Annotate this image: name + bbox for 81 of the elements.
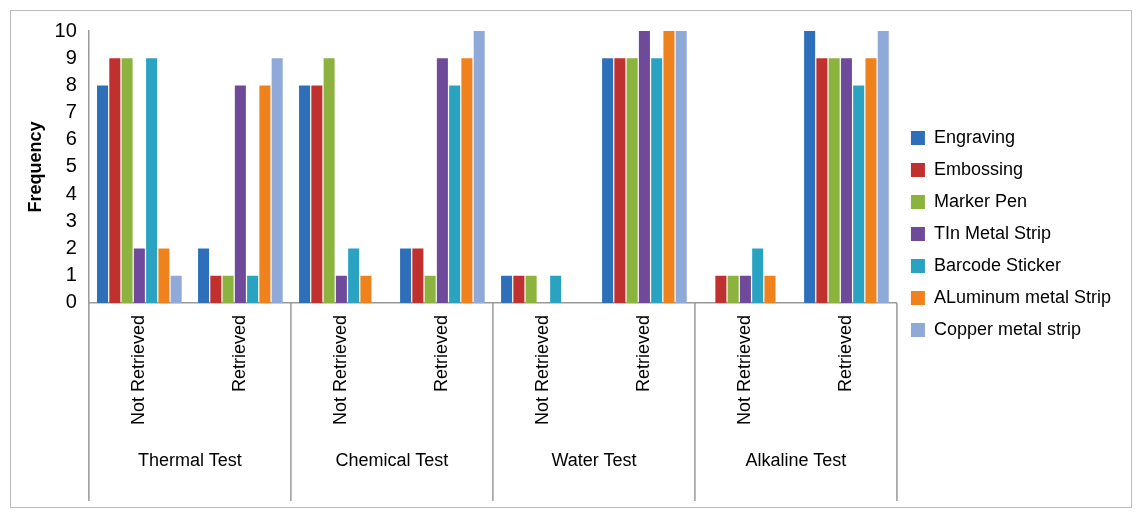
bar <box>727 275 739 303</box>
bar <box>804 31 816 303</box>
y-tick-label: 6 <box>65 127 77 150</box>
bar <box>109 58 121 303</box>
x-tick-label: Retrieved <box>229 314 250 392</box>
bar <box>865 58 877 303</box>
bar <box>247 275 259 303</box>
bar <box>614 58 626 303</box>
bar <box>752 248 764 303</box>
bar <box>412 248 424 303</box>
x-tick-label: Not Retrieved <box>128 314 149 426</box>
bar <box>198 248 210 303</box>
bar <box>513 275 525 303</box>
bar <box>400 248 412 303</box>
bar <box>121 58 133 303</box>
bar <box>97 85 109 303</box>
bar <box>335 275 347 303</box>
text: Water Test <box>551 449 637 470</box>
bar <box>311 85 323 303</box>
bar <box>663 31 675 303</box>
bar <box>739 275 751 303</box>
y-tick-label: 9 <box>65 45 77 68</box>
bar <box>424 275 436 303</box>
bar <box>828 58 840 303</box>
x-tick-label: Not Retrieved <box>734 314 755 426</box>
bar <box>651 58 663 303</box>
bar <box>299 85 311 303</box>
bar <box>501 275 513 303</box>
y-axis-title: Frequency <box>24 121 45 213</box>
bar <box>715 275 727 303</box>
text: Chemical Test <box>335 449 449 470</box>
bar <box>146 58 158 303</box>
y-tick-label: 7 <box>65 100 77 123</box>
y-tick-label: 4 <box>65 181 77 204</box>
bar <box>133 248 145 303</box>
legend-label: Copper metal strip <box>933 318 1081 339</box>
bar <box>840 58 852 303</box>
y-tick-label: 1 <box>65 263 77 286</box>
bar <box>436 58 448 303</box>
legend-label: Barcode Sticker <box>933 254 1061 275</box>
y-tick-label: 2 <box>65 236 77 259</box>
bar <box>638 31 650 303</box>
bar <box>473 31 485 303</box>
bar <box>853 85 865 303</box>
y-tick-label: 3 <box>65 208 77 231</box>
x-tick-label: Not Retrieved <box>330 314 351 426</box>
bar <box>348 248 360 303</box>
bar <box>222 275 234 303</box>
bar <box>550 275 562 303</box>
y-tick-label: 10 <box>54 18 77 41</box>
y-tick-label: 5 <box>65 154 77 177</box>
legend-label: ALuminum metal Strip <box>933 286 1112 307</box>
y-tick-label: 8 <box>65 72 77 95</box>
bar <box>271 58 283 303</box>
x-tick-label: Retrieved <box>431 314 452 392</box>
legend-label: Embossing <box>933 158 1023 179</box>
bar <box>816 58 828 303</box>
bar <box>602 58 614 303</box>
legend-label: Engraving <box>933 126 1015 147</box>
bar <box>234 85 246 303</box>
bar <box>210 275 222 303</box>
text: Thermal Test <box>138 449 242 470</box>
text: Alkaline Test <box>745 449 847 470</box>
legend-label: Marker Pen <box>933 190 1027 211</box>
x-tick-label: Retrieved <box>835 314 856 392</box>
bar <box>877 31 889 303</box>
bar <box>158 248 170 303</box>
bar <box>764 275 776 303</box>
bar <box>461 58 473 303</box>
bar <box>170 275 182 303</box>
legend-label: TIn Metal Strip <box>933 222 1051 243</box>
bar <box>259 85 271 303</box>
x-tick-label: Retrieved <box>633 314 654 392</box>
y-tick-label: 0 <box>65 290 77 313</box>
x-tick-label: Not Retrieved <box>532 314 553 426</box>
bar <box>675 31 687 303</box>
bar <box>449 85 461 303</box>
bar <box>525 275 537 303</box>
bar <box>323 58 335 303</box>
bar <box>360 275 372 303</box>
bar <box>626 58 638 303</box>
